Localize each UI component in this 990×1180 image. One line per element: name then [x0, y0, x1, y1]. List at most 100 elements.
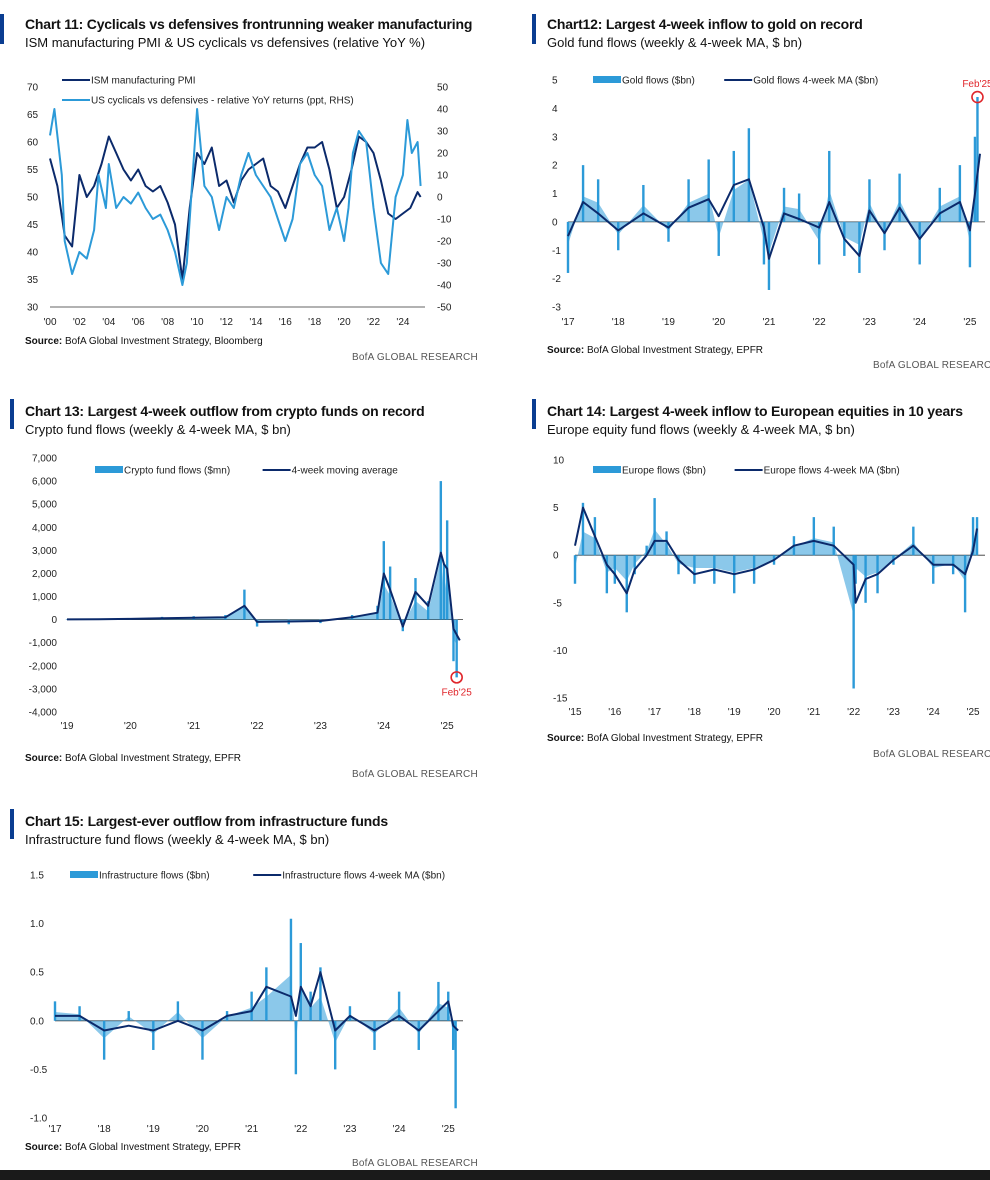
y2-tick-label: 50	[437, 83, 449, 94]
legend-label: Infrastructure flows ($bn)	[99, 871, 210, 882]
x-tick-label: '17	[648, 707, 661, 718]
y-tick-label: -15	[553, 694, 568, 705]
bar	[677, 555, 680, 575]
bar	[289, 918, 293, 1021]
series-line	[55, 971, 459, 1032]
x-tick-label: '00	[43, 317, 56, 328]
y-tick-label: -1	[552, 246, 561, 257]
source-text: BofA Global Investment Strategy, EPFR	[587, 345, 764, 356]
bar	[127, 1011, 130, 1021]
y2-tick-label: -50	[437, 303, 452, 314]
bar	[958, 165, 962, 222]
bar	[968, 221, 972, 268]
bar	[65, 619, 69, 620]
bar	[642, 184, 645, 222]
y-tick-label: 0.0	[30, 1016, 44, 1027]
bar	[397, 991, 401, 1021]
x-tick-label: '16	[608, 707, 621, 718]
chart-15-panel: Chart 15: Largest-ever outflow from infr…	[0, 805, 478, 1170]
x-tick-label: '21	[187, 721, 200, 732]
bar	[437, 981, 440, 1021]
x-tick-label: '14	[249, 317, 262, 328]
series-line	[66, 551, 461, 641]
x-tick-label: '04	[102, 317, 115, 328]
y-tick-label: 3	[552, 132, 558, 143]
x-tick-label: '12	[220, 317, 233, 328]
annotation-label: Feb'25	[442, 687, 473, 698]
y-tick-label: 0	[553, 551, 559, 562]
series-line	[567, 153, 981, 260]
legend-swatch-bar	[593, 466, 621, 473]
chart-13-source: Source: BofA Global Investment Strategy,…	[25, 753, 241, 764]
chart-12-subtitle: Gold fund flows (weekly & 4-week MA, $ b…	[547, 35, 803, 50]
bar	[971, 517, 975, 556]
bar	[452, 619, 455, 662]
y-tick-label: -1,000	[29, 638, 58, 649]
bar	[797, 193, 801, 222]
y2-tick-label: 0	[437, 193, 443, 204]
bar	[645, 545, 648, 556]
bar	[868, 179, 871, 222]
y-tick-label: 0	[552, 217, 558, 228]
series-line	[574, 506, 978, 604]
y-tick-label: -1.0	[30, 1114, 48, 1125]
bar	[605, 555, 609, 594]
source-label: Source:	[25, 1142, 63, 1153]
chart-12-panel: Chart12: Largest 4-week inflow to gold o…	[520, 0, 990, 380]
y-tick-label: -2,000	[29, 661, 58, 672]
bar	[625, 555, 628, 613]
bar	[454, 1020, 457, 1109]
bar	[613, 555, 617, 584]
y-tick-label: -2	[552, 274, 561, 285]
bar	[566, 221, 570, 273]
bar	[373, 1020, 376, 1050]
x-tick-label: '06	[132, 317, 145, 328]
bar	[53, 1001, 57, 1021]
x-tick-label: '25	[441, 721, 454, 732]
y-tick-label: 45	[27, 220, 39, 231]
x-tick-label: '22	[367, 317, 380, 328]
bar	[938, 187, 941, 222]
legend-label: Infrastructure flows 4-week MA ($bn)	[282, 871, 445, 882]
chart-13-panel: Chart 13: Largest 4-week outflow from cr…	[0, 395, 478, 785]
legend-label: Gold flows ($bn)	[622, 76, 695, 87]
chart-12-brand: BofA GLOBAL RESEARCH	[873, 360, 990, 371]
y-tick-label: 2	[552, 161, 558, 172]
x-tick-label: '24	[396, 317, 409, 328]
legend-label: Europe flows ($bn)	[622, 466, 706, 477]
x-tick-label: '23	[863, 317, 876, 328]
y-tick-label: 2,000	[32, 569, 57, 580]
x-tick-label: '25	[967, 707, 980, 718]
bar-area	[55, 974, 456, 1061]
y-tick-label: 10	[553, 456, 565, 467]
bar	[319, 967, 322, 1021]
y-tick-label: -0.5	[30, 1065, 48, 1076]
bar	[963, 555, 967, 613]
bar	[102, 1020, 106, 1060]
bar	[782, 187, 786, 222]
y-tick-label: 35	[27, 275, 39, 286]
source-text: BofA Global Investment Strategy, EPFR	[65, 753, 242, 764]
x-tick-label: '21	[245, 1124, 258, 1135]
x-tick-label: '23	[343, 1124, 356, 1135]
legend-swatch-bar	[593, 76, 621, 83]
chart-11-panel: Chart 11: Cyclicals vs defensives frontr…	[0, 0, 478, 370]
bar	[426, 601, 430, 620]
bar	[828, 150, 831, 222]
bar	[898, 173, 901, 222]
y-tick-label: 60	[27, 138, 39, 149]
bar-area	[67, 557, 457, 646]
chart-13-subtitle: Crypto fund flows (weekly & 4-week MA, $…	[25, 422, 291, 437]
x-tick-label: '20	[124, 721, 137, 732]
x-tick-label: '22	[294, 1124, 307, 1135]
y-tick-label: -3	[552, 303, 561, 314]
chart-11-plot: 70 65 60 55 50 45 40 35 30 50 40 30 20 10 0 -10 -20 -30 -4…	[27, 76, 452, 329]
source-text: BofA Global Investment Strategy, Bloombe…	[65, 336, 263, 347]
source-label: Source:	[547, 345, 585, 356]
x-tick-label: '25	[442, 1124, 455, 1135]
bar	[762, 221, 766, 265]
chart-14-subtitle: Europe equity fund flows (weekly & 4-wee…	[547, 422, 855, 437]
bar	[653, 498, 656, 556]
bar	[417, 1020, 420, 1050]
y-tick-label: 6,000	[32, 477, 57, 488]
